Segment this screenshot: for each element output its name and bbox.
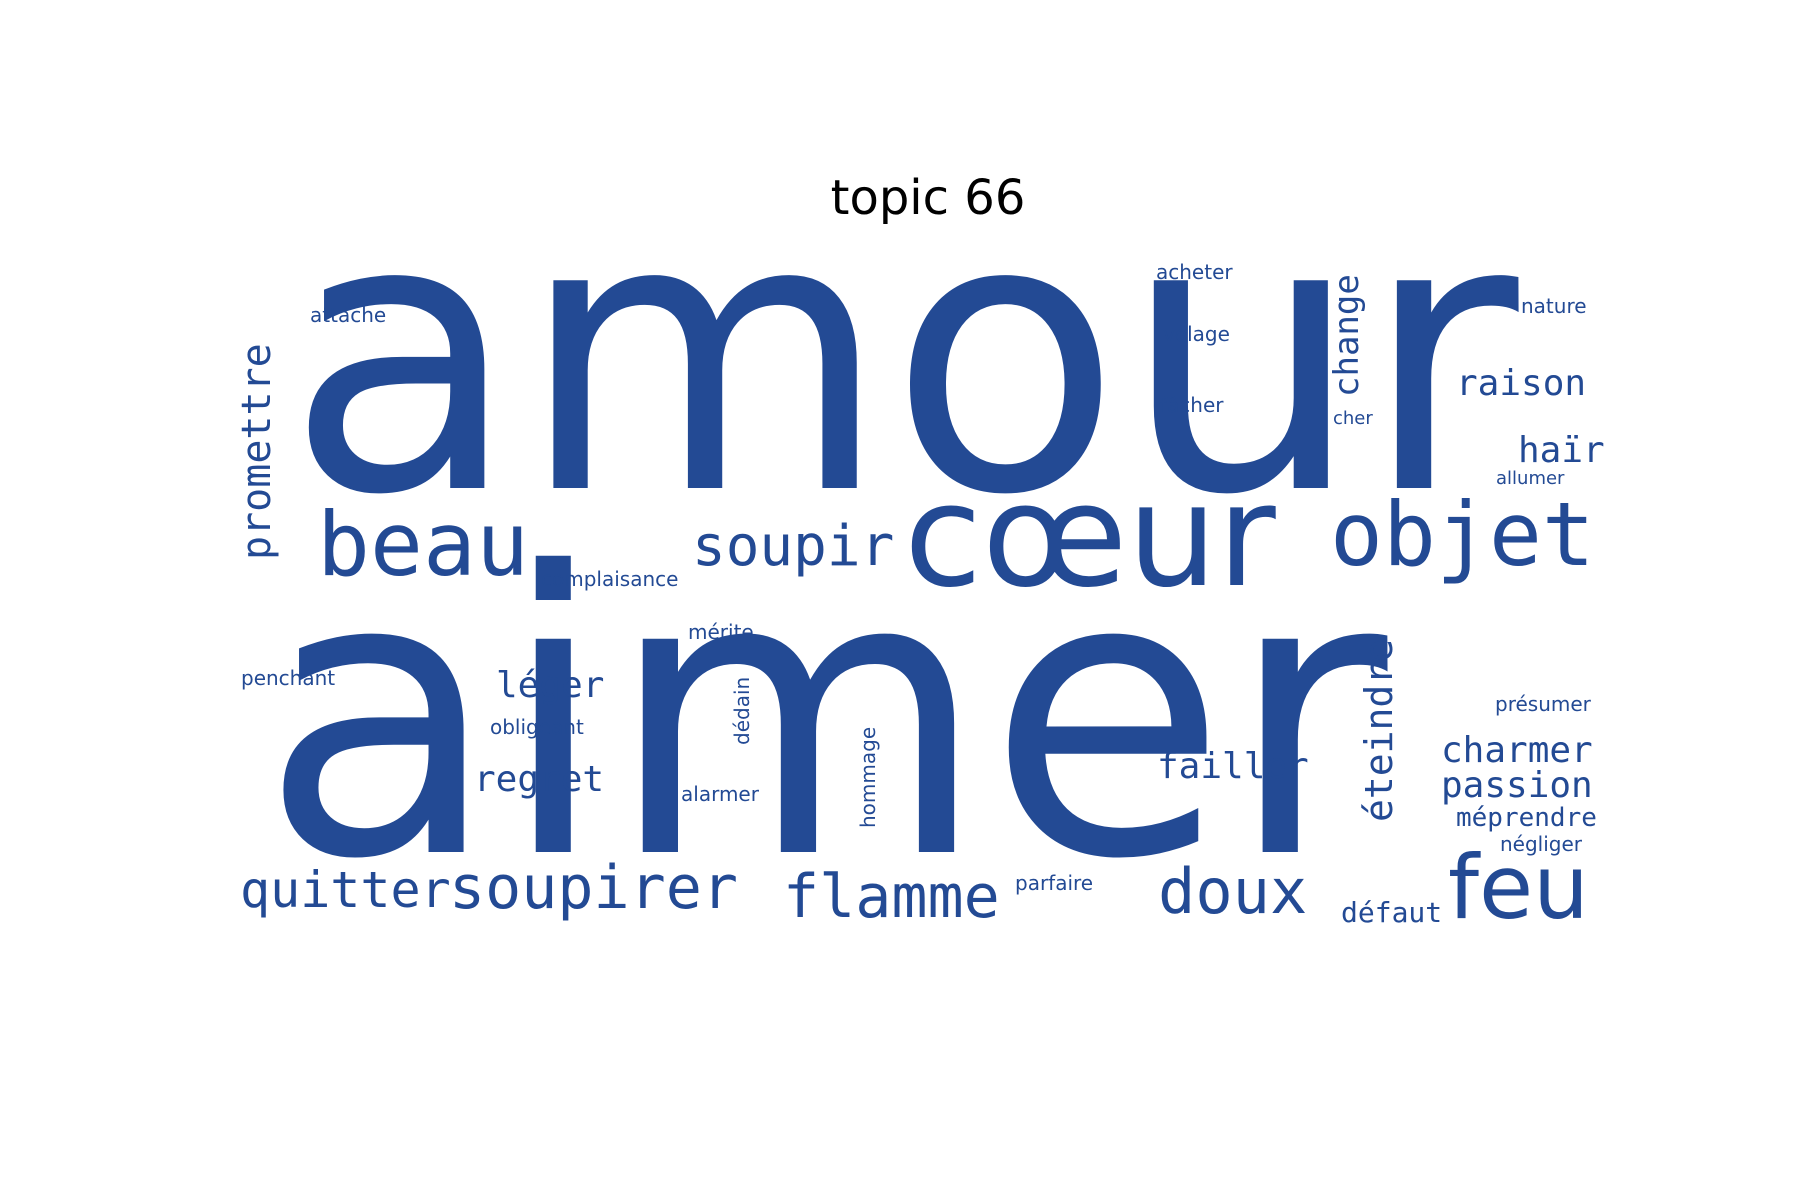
word-promettre: promettre [234,343,280,560]
word-hair: haïr [1518,430,1605,471]
word-complaisance: complaisance [541,567,678,591]
word-meprendre: méprendre [1456,803,1597,833]
word-merite: mérite [688,620,754,644]
word-volage: volage [1163,322,1230,346]
word-dedain: dédain [730,677,754,745]
word-alarmer: alarmer [681,782,760,806]
word-facher: fâcher [1160,393,1224,417]
word-feu: feu [1448,836,1589,939]
word-defaut: défaut [1341,896,1442,929]
word-cloud: amour aimer cœur objet beau soupir feu f… [234,135,1605,944]
word-negliger: négliger [1500,832,1583,856]
word-leger: léger [496,665,604,706]
word-flamme: flamme [783,862,1000,932]
word-soupir: soupir [692,514,894,579]
word-doux: doux [1158,855,1307,928]
word-obligeant: obligeant [490,715,584,739]
word-passion: passion [1441,765,1593,806]
word-eteindre: éteindre [1357,639,1401,822]
word-soupirer: soupirer [449,853,738,923]
word-attache: attache [310,303,386,327]
word-beau: beau [317,493,529,596]
word-regret: regret [474,759,604,800]
word-nature: nature [1521,294,1587,318]
word-presumer: présumer [1495,692,1592,716]
word-failler: failler [1157,746,1309,787]
word-amour: amour [286,135,1523,578]
word-allumer: allumer [1496,468,1565,489]
word-charmer: charmer [1441,730,1593,771]
word-acheter: acheter [1156,260,1233,284]
word-quitter: quitter [240,861,451,919]
word-parfaire: parfaire [1015,871,1093,895]
word-coeur: cœur [904,454,1276,619]
word-raison: raison [1456,363,1586,404]
word-aimer: aimer [260,490,1392,944]
word-objet: objet [1330,483,1595,586]
word-change: change [1327,274,1367,397]
word-hommage: hommage [856,727,880,828]
word-penchant: penchant [241,666,335,690]
figure-title: topic 66 [831,170,1026,226]
word-cher: cher [1333,408,1373,429]
